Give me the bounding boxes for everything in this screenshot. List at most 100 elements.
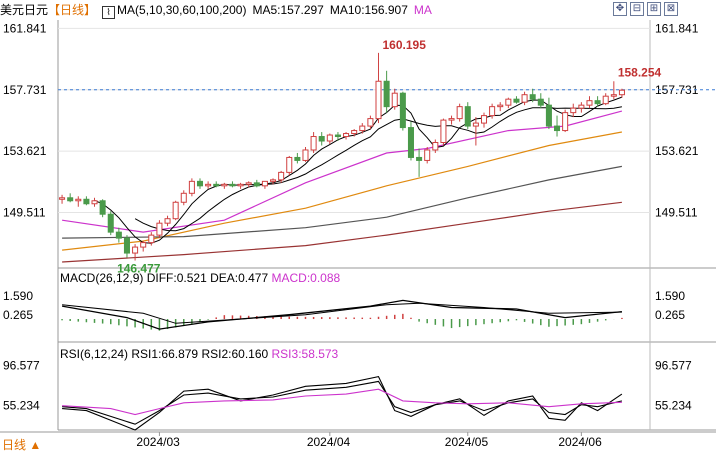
candle-body: [367, 118, 374, 127]
candle-body: [334, 134, 341, 138]
right-price-tick-label: 153.621: [655, 144, 699, 158]
candle-body: [253, 182, 260, 187]
move-tool-icon[interactable]: ✥: [613, 2, 627, 16]
candle-body: [399, 92, 406, 129]
macd-tick-label: 0.265: [3, 308, 33, 322]
ma-line-ma60: [62, 131, 623, 251]
candle-body: [448, 118, 455, 121]
candle-body: [318, 136, 325, 142]
period-label[interactable]: 【日线】: [48, 3, 97, 17]
candle-body: [180, 192, 187, 203]
time-axis-label: 2024/04: [307, 435, 351, 449]
rsi-header: RSI(6,12,24) RSI1:66.879 RSI2:60.160 RSI…: [60, 347, 338, 361]
ma-settings-icon[interactable]: ⌇: [102, 6, 116, 19]
chart-toolbar: ✥ ⊟ ⊞ ⊠: [613, 2, 678, 16]
candle-body: [424, 149, 431, 161]
macd-diff-line: [61, 299, 622, 330]
annotation-last-high: 158.254: [618, 65, 662, 79]
candle-body: [91, 200, 98, 205]
candle-body: [440, 119, 447, 144]
ma10-value: MA10:156.907: [329, 3, 408, 17]
candle-body: [196, 180, 204, 187]
ma-line-ma30: [62, 110, 623, 233]
candle-body: [521, 94, 528, 103]
ma-line-ma5: [94, 96, 623, 244]
candle-body: [83, 198, 90, 205]
candle-body: [545, 104, 552, 127]
candle-body: [529, 94, 536, 100]
candle-body: [505, 98, 512, 106]
candle-body: [237, 183, 244, 187]
candle-body: [221, 183, 228, 187]
macd-dea-line: [62, 302, 622, 324]
candle-body: [359, 125, 366, 132]
candle-body: [456, 106, 463, 120]
time-axis-label: 2024/03: [136, 435, 180, 449]
rsi-right-tick-label: 55.234: [655, 398, 692, 412]
zoom-in-icon[interactable]: ⊞: [647, 2, 661, 16]
candle-body: [107, 213, 114, 233]
candle-body: [213, 183, 220, 187]
macd-right-tick-label: 0.265: [655, 308, 685, 322]
instrument-title: 美元日元: [0, 3, 49, 17]
candle-body: [261, 180, 268, 187]
candle-body: [464, 106, 471, 127]
price-tick-label: 157.731: [3, 83, 47, 97]
candle-body: [115, 231, 122, 239]
candle-body: [554, 125, 561, 132]
candle-body: [472, 122, 479, 127]
zoom-out-icon[interactable]: ⊟: [630, 2, 644, 16]
candle-body: [497, 104, 504, 108]
rsi2-line: [62, 380, 623, 425]
candle-body: [278, 171, 285, 181]
candle-body: [132, 246, 139, 254]
time-axis-label: 2024/05: [445, 435, 489, 449]
period-button[interactable]: 日线 ▲: [2, 438, 42, 452]
candle-body: [432, 142, 439, 151]
candle-body: [164, 218, 171, 224]
candle-body: [75, 198, 82, 202]
macd-dea: DEA:0.477: [210, 271, 269, 285]
ma-line-ma100: [62, 165, 623, 239]
ma-params: MA(5,10,30,60,100,200): [117, 3, 247, 17]
candle-body: [602, 95, 609, 105]
candle-body: [391, 92, 398, 108]
rsi1-value: RSI1:66.879: [131, 347, 199, 361]
macd-tick-label: 1.590: [3, 289, 33, 303]
candle-body: [270, 179, 277, 182]
candle-body: [513, 98, 520, 103]
candle-body: [407, 127, 414, 158]
rsi3-line: [62, 388, 622, 416]
candle-body: [123, 237, 130, 254]
candle-body: [383, 80, 390, 108]
annotation-high: 160.195: [383, 38, 427, 52]
candle-body: [489, 106, 496, 117]
candle-body: [286, 156, 293, 173]
rsi-tick-label: 96.577: [3, 358, 40, 372]
close-panel-icon[interactable]: ⊠: [664, 2, 678, 16]
candle-body: [326, 134, 333, 142]
ma-extra-label: MA: [413, 3, 432, 17]
macd-value: MACD:0.088: [271, 271, 341, 285]
time-axis-label: 2024/06: [558, 435, 602, 449]
candle-body: [205, 183, 212, 187]
candle-body: [351, 130, 358, 135]
rsi2-value: RSI2:60.160: [201, 347, 269, 361]
candle-body: [578, 104, 585, 109]
candle-body: [343, 133, 350, 138]
price-tick-label: 149.511: [3, 206, 46, 220]
right-price-tick-label: 161.841: [655, 21, 699, 35]
candle-body: [67, 197, 74, 202]
candle-body: [480, 115, 488, 124]
candle-body: [310, 136, 317, 151]
candle-body: [99, 200, 106, 215]
candle-body: [416, 156, 423, 161]
candle-body: [245, 182, 252, 185]
price-tick-label: 161.841: [3, 21, 47, 35]
candle-body: [148, 234, 155, 244]
macd-name: MACD(26,12,9): [60, 271, 144, 285]
rsi-right-tick-label: 96.577: [655, 358, 692, 372]
candle-body: [594, 100, 601, 105]
rsi-name: RSI(6,12,24): [60, 347, 129, 361]
